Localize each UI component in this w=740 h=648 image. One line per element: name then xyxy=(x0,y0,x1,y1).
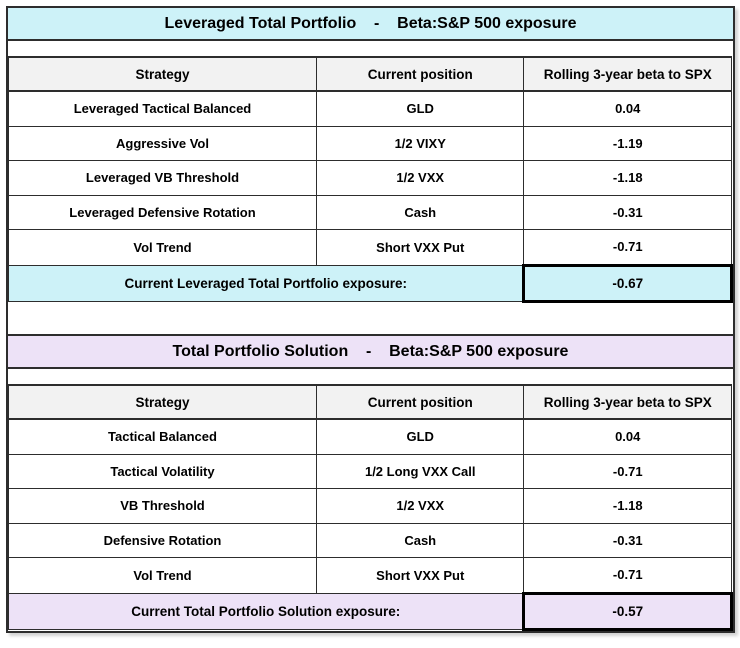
leveraged-portfolio-title: Leveraged Total Portfolio - Beta:S&P 500… xyxy=(8,8,733,41)
beta-cell: -0.71 xyxy=(523,229,732,266)
beta-cell: -1.19 xyxy=(523,125,732,161)
portfolio-solution-title: Total Portfolio Solution - Beta:S&P 500 … xyxy=(8,336,733,369)
leveraged-portfolio-table: Strategy Current position Rolling 3-year… xyxy=(7,56,733,303)
position-cell: Cash xyxy=(315,522,525,558)
beta-cell: -1.18 xyxy=(523,488,732,524)
beta-cell: -0.71 xyxy=(523,453,732,489)
position-cell: Cash xyxy=(315,194,525,230)
table-row: Vol Trend Short VXX Put -0.71 xyxy=(8,557,732,594)
table-row: Vol Trend Short VXX Put -0.71 xyxy=(8,229,732,266)
column-header-position: Current position xyxy=(315,56,525,92)
strategy-cell: Leveraged Tactical Balanced xyxy=(8,90,317,127)
beta-cell: -0.71 xyxy=(523,557,732,594)
spacer-row xyxy=(8,41,733,56)
strategy-cell: VB Threshold xyxy=(8,488,317,524)
position-cell: 1/2 VXX xyxy=(315,488,525,524)
table-row: Tactical Volatility 1/2 Long VXX Call -0… xyxy=(8,453,732,489)
position-cell: Short VXX Put xyxy=(315,229,525,266)
strategy-cell: Tactical Volatility xyxy=(8,453,317,489)
portfolio-beta-sheet: Leveraged Total Portfolio - Beta:S&P 500… xyxy=(6,6,735,633)
position-cell: GLD xyxy=(315,90,525,127)
leveraged-total-value: -0.67 xyxy=(522,263,733,303)
column-header-beta: Rolling 3-year beta to SPX xyxy=(523,384,732,420)
table-header-row: Strategy Current position Rolling 3-year… xyxy=(8,384,732,420)
position-cell: 1/2 VIXY xyxy=(315,125,525,161)
table-row: Aggressive Vol 1/2 VIXY -1.19 xyxy=(8,125,732,161)
beta-cell: -0.31 xyxy=(523,522,732,558)
strategy-cell: Vol Trend xyxy=(8,557,317,594)
strategy-cell: Tactical Balanced xyxy=(8,418,317,455)
position-cell: 1/2 VXX xyxy=(315,160,525,196)
position-cell: 1/2 Long VXX Call xyxy=(315,453,525,489)
table-row: Defensive Rotation Cash -0.31 xyxy=(8,522,732,558)
column-header-strategy: Strategy xyxy=(8,56,317,92)
leveraged-total-row: Current Leveraged Total Portfolio exposu… xyxy=(7,263,733,303)
section-gap xyxy=(8,303,733,336)
position-cell: Short VXX Put xyxy=(315,557,525,594)
column-header-strategy: Strategy xyxy=(8,384,317,420)
beta-cell: -0.31 xyxy=(523,194,732,230)
column-header-position: Current position xyxy=(315,384,525,420)
strategy-cell: Defensive Rotation xyxy=(8,522,317,558)
beta-cell: 0.04 xyxy=(523,90,732,127)
solution-total-value: -0.57 xyxy=(522,591,733,631)
position-cell: GLD xyxy=(315,418,525,455)
table-row: Leveraged VB Threshold 1/2 VXX -1.18 xyxy=(8,160,732,196)
column-header-beta: Rolling 3-year beta to SPX xyxy=(523,56,732,92)
beta-cell: 0.04 xyxy=(523,418,732,455)
strategy-cell: Aggressive Vol xyxy=(8,125,317,161)
solution-total-label: Current Total Portfolio Solution exposur… xyxy=(7,592,524,630)
portfolio-solution-table: Strategy Current position Rolling 3-year… xyxy=(7,384,733,631)
strategy-cell: Leveraged Defensive Rotation xyxy=(8,194,317,230)
leveraged-total-label: Current Leveraged Total Portfolio exposu… xyxy=(7,264,524,302)
table-row: Leveraged Defensive Rotation Cash -0.31 xyxy=(8,194,732,230)
beta-cell: -1.18 xyxy=(523,160,732,196)
solution-total-row: Current Total Portfolio Solution exposur… xyxy=(7,591,733,631)
table-row: Leveraged Tactical Balanced GLD 0.04 xyxy=(8,90,732,127)
table-row: Tactical Balanced GLD 0.04 xyxy=(8,418,732,455)
strategy-cell: Leveraged VB Threshold xyxy=(8,160,317,196)
spacer-row xyxy=(8,369,733,384)
table-header-row: Strategy Current position Rolling 3-year… xyxy=(8,56,732,92)
table-row: VB Threshold 1/2 VXX -1.18 xyxy=(8,488,732,524)
strategy-cell: Vol Trend xyxy=(8,229,317,266)
